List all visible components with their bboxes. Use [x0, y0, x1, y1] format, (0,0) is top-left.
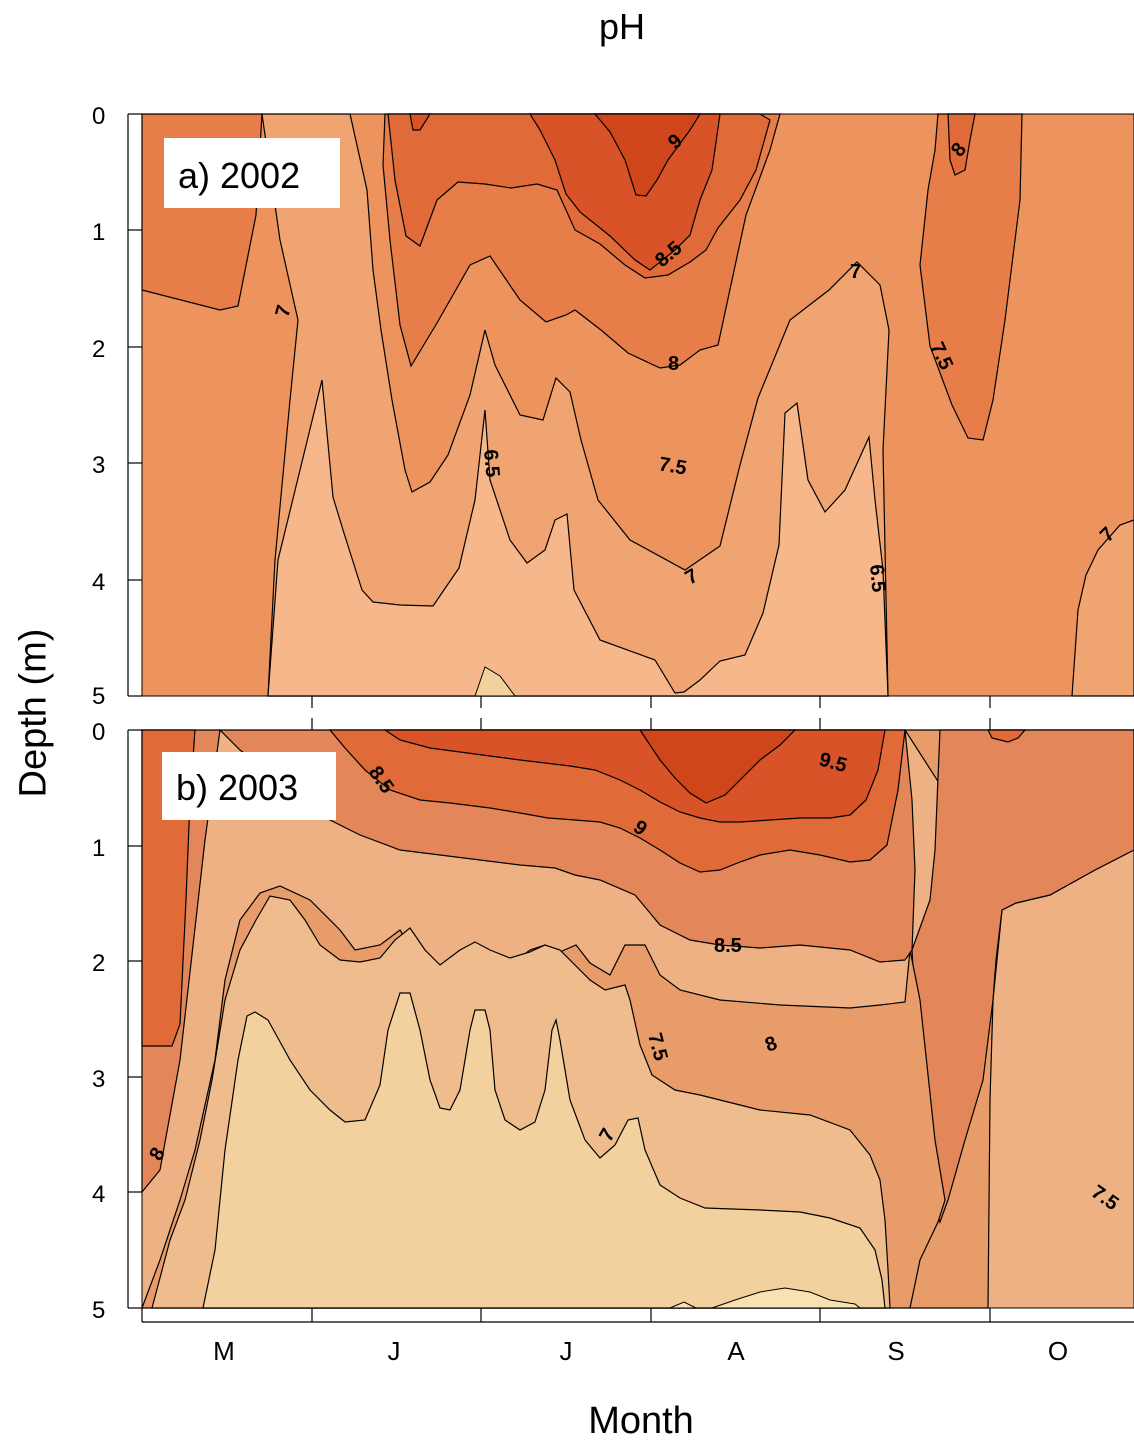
x-tick-sep: S [887, 1336, 904, 1366]
y-tick-labels-b: 0 1 2 3 4 5 [92, 719, 105, 1324]
y-tick-labels-a: 0 1 2 3 4 5 [92, 103, 105, 710]
region-b-65 [202, 992, 886, 1309]
contour-label-b-4: 8.5 [714, 935, 742, 957]
y-tick-a-4: 4 [92, 569, 105, 596]
panel-b-label: b) 2003 [176, 767, 298, 808]
contour-label-a-7: 7 [272, 303, 296, 319]
x-tick-labels: M J J A S O [213, 1336, 1068, 1366]
x-tick-jun: J [388, 1336, 401, 1366]
panel-a-frame [141, 113, 1134, 697]
y-axis-a [127, 113, 142, 697]
y-axis-b [127, 729, 142, 1309]
panel-b-regions [141, 729, 1134, 1309]
contour-label-a-12: 7 [850, 261, 861, 283]
y-tick-a-0: 0 [92, 103, 105, 130]
panel-a: 9 8.5 8 7.5 7 6.5 7 8 7.5 6.5 7 7 a) 200… [141, 113, 1134, 697]
region-b-right-8 [911, 729, 1134, 1224]
region-b-100 [638, 729, 797, 804]
chart-title: pH [598, 6, 646, 47]
panel-b: 8.5 9 9.5 8.5 8 7.5 7 8 7.5 b) 2003 [141, 729, 1134, 1309]
contour-label-a-3: 8 [668, 353, 679, 375]
y-tick-a-5: 5 [92, 683, 105, 710]
panel-a-label-box [164, 138, 340, 208]
contour-label-a-10: 6.5 [865, 564, 889, 594]
y-tick-b-1: 1 [92, 835, 105, 862]
y-tick-a-3: 3 [92, 452, 105, 479]
x-axis-label: Month [588, 1400, 694, 1442]
region-a-65 [267, 379, 889, 697]
region-a-95 [593, 113, 702, 197]
y-tick-b-2: 2 [92, 950, 105, 977]
y-tick-b-5: 5 [92, 1297, 105, 1324]
contour-label-a-4: 7.5 [657, 453, 688, 479]
panel-a-label: a) 2002 [178, 155, 300, 196]
region-a-right-8 [919, 113, 1023, 441]
x-tick-may: M [213, 1336, 235, 1366]
y-tick-b-3: 3 [92, 1066, 105, 1093]
panel-b-label-box [162, 752, 336, 820]
region-b-60 [711, 1287, 862, 1309]
x-axis [141, 696, 1134, 1323]
x-tick-oct: O [1048, 1336, 1068, 1366]
contour-label-a-6: 6.5 [479, 449, 503, 479]
panel-b-frame [141, 729, 1134, 1309]
x-tick-aug: A [727, 1336, 745, 1366]
y-tick-a-1: 1 [92, 219, 105, 246]
x-tick-jul: J [560, 1336, 573, 1366]
y-tick-a-2: 2 [92, 336, 105, 363]
y-tick-b-0: 0 [92, 719, 105, 746]
y-tick-b-4: 4 [92, 1181, 105, 1208]
panel-a-regions [141, 113, 1134, 697]
